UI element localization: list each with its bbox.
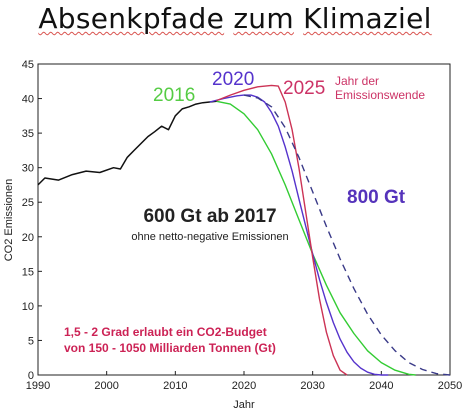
axis-ticks: 1990 2000 2010 2020 2030 2040 2050051015202530…	[22, 59, 462, 392]
label-2020: 2020	[212, 69, 254, 90]
label-800gt: 800 Gt	[347, 187, 406, 208]
y-tick-label: 15	[22, 266, 34, 278]
x-tick-label: 2010	[163, 380, 187, 392]
y-tick-label: 0	[28, 370, 34, 382]
x-tick-label: 2050	[438, 380, 462, 392]
y-tick-label: 45	[22, 59, 34, 71]
y-tick-label: 25	[22, 197, 34, 209]
title-word-1: Absenkpfade	[38, 2, 225, 35]
chart-title: Absenkpfade zum Klimaziel	[0, 2, 470, 35]
y-tick-label: 5	[28, 335, 34, 347]
title-word-3: Klimaziel	[303, 2, 432, 35]
x-tick-label: 2030	[300, 380, 324, 392]
label-ohne-netto: ohne netto-negative Emissionen	[131, 231, 288, 243]
x-tick-label: 2000	[94, 380, 118, 392]
series-line-2020	[209, 94, 389, 376]
label-2025: 2025	[283, 78, 325, 99]
y-tick-label: 30	[22, 163, 34, 175]
y-tick-label: 10	[22, 301, 34, 313]
y-tick-label: 40	[22, 94, 34, 106]
y-tick-label: 35	[22, 128, 34, 140]
x-tick-label: 2040	[369, 380, 393, 392]
x-tick-label: 1990	[26, 380, 50, 392]
series-line-dashed-4	[243, 94, 451, 376]
label-budget-line1: 1,5 - 2 Grad erlaubt ein CO2-Budget	[64, 325, 267, 339]
series-line-2016	[216, 100, 416, 376]
label-jahr-der: Jahr der	[335, 74, 379, 88]
label-2016: 2016	[153, 85, 195, 106]
series-line-historical	[37, 100, 217, 186]
y-axis-label: CO2 Emissionen	[3, 179, 15, 262]
label-emissionswende: Emissionswende	[335, 88, 425, 102]
label-budget-line2: von 150 - 1050 Milliarden Tonnen (Gt)	[64, 341, 276, 355]
x-axis-label: Jahr	[233, 399, 255, 410]
series-lines	[37, 84, 451, 376]
x-tick-label: 2020	[232, 380, 256, 392]
label-600gt: 600 Gt ab 2017	[143, 206, 276, 227]
title-word-2: zum	[233, 2, 294, 35]
y-tick-label: 20	[22, 232, 34, 244]
